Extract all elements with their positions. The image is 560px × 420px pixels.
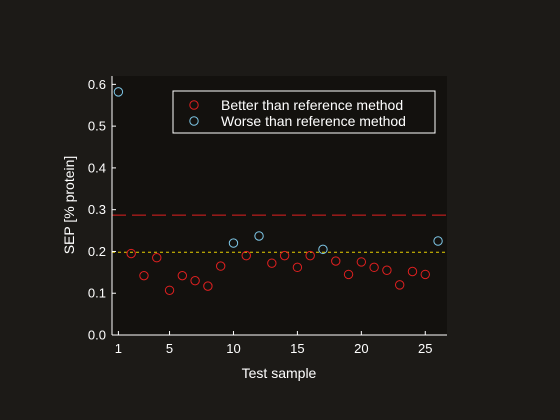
x-tick-label: 20 [354,341,368,356]
point-better [203,281,213,291]
x-ticks: 1 5 10 15 20 25 [115,331,432,356]
x-tick-label: 10 [226,341,240,356]
point-better [139,270,149,281]
legend-label-better: Better than reference method [221,97,403,113]
y-tick-label: 0.1 [88,286,106,301]
legend-box [172,90,436,134]
point-better [190,275,200,286]
y-tick-label: 0.4 [88,160,106,175]
x-tick-label: 1 [115,341,122,356]
data-points [113,87,443,296]
x-tick-label: 15 [290,341,304,356]
y-tick-label: 0.3 [88,202,106,217]
point-better [356,257,367,267]
point-better [215,261,226,271]
point-worse [113,87,124,97]
legend-marker-worse [189,116,199,126]
point-better [267,258,277,268]
point-better [177,270,188,281]
axes [111,76,447,336]
point-better [394,280,405,290]
x-axis-label: Test sample [242,365,317,381]
point-worse [318,244,328,255]
y-axis-label: SEP [% protein] [61,156,77,255]
legend-label-worse: Worse than reference method [221,113,406,129]
point-better [241,250,251,261]
point-better [164,285,175,296]
reference-lines [112,214,447,253]
point-better [343,269,354,280]
y-tick-label: 0.5 [88,119,106,134]
point-better [369,262,379,273]
point-better [382,265,392,275]
point-better [305,250,315,261]
point-better [279,250,290,261]
point-better [292,262,303,273]
y-tick-label: 0.0 [88,328,106,343]
legend: Better than reference method Worse than … [172,90,436,134]
x-tick-label: 25 [418,341,432,356]
point-better [126,248,136,259]
y-tick-label: 0.2 [88,244,106,259]
legend-marker-better [189,100,199,110]
point-better [420,269,430,280]
y-ticks: 0.0 0.1 0.2 0.3 0.4 0.5 0.6 [88,77,116,343]
x-tick-label: 5 [166,341,173,356]
point-worse [433,236,443,246]
y-tick-label: 0.6 [88,77,106,92]
point-worse [254,231,264,241]
point-better [152,253,162,263]
point-worse [228,238,239,248]
point-better [331,256,341,266]
point-better [407,266,418,277]
